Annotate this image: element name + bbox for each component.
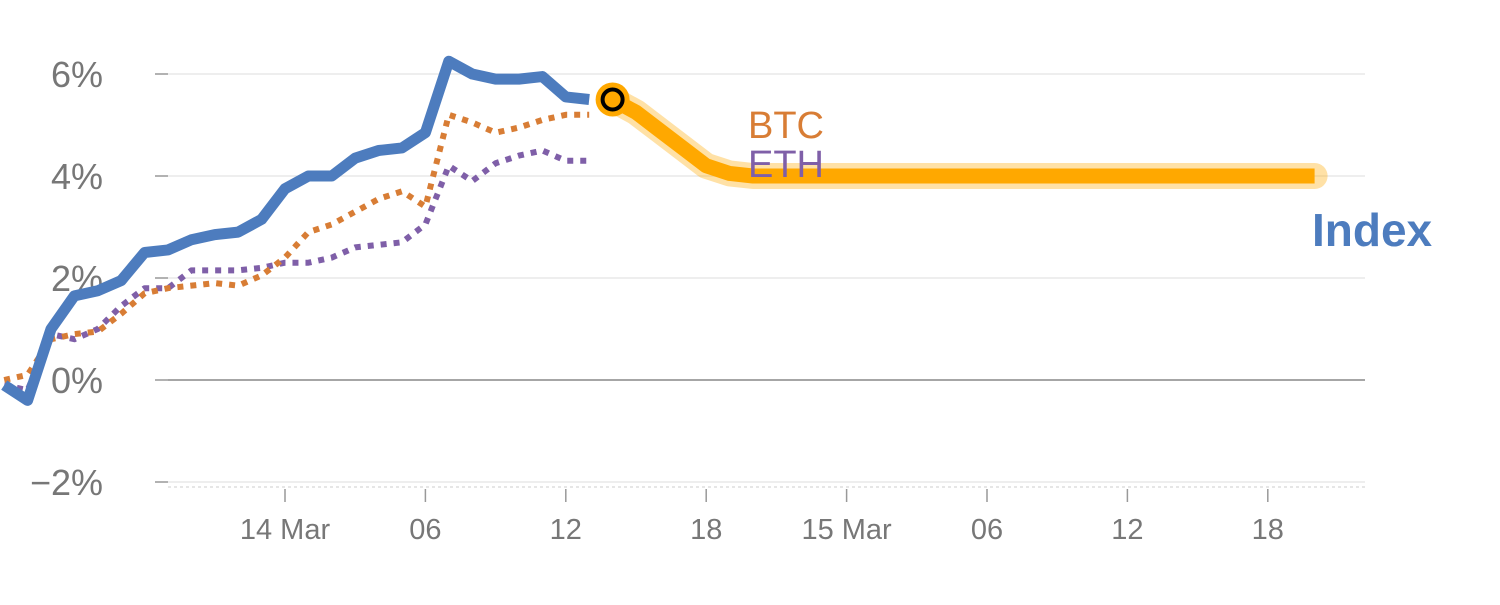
- forecast-line: [595, 82, 1328, 189]
- series-label-eth: ETH: [748, 144, 824, 186]
- x-tick-label: 18: [1252, 514, 1284, 546]
- y-axis-ticks: −2%0%2%4%6%: [30, 54, 103, 503]
- series-line-eth: [3, 147, 590, 394]
- forecast-line-core: [609, 92, 1315, 184]
- series-line-index: [1, 55, 590, 406]
- forecast-marker-halo: [595, 82, 630, 117]
- y-tick-label: 0%: [51, 360, 103, 401]
- forecast-marker: [600, 87, 625, 112]
- series-line-btc: [3, 111, 590, 383]
- x-tick-label: 12: [550, 514, 582, 546]
- series-lines: [1, 55, 590, 406]
- x-tick-label: 14 Mar: [240, 514, 331, 546]
- y-tick-label: 4%: [51, 156, 103, 197]
- x-tick-label: 06: [409, 514, 441, 546]
- series-labels: BTC ETH Index: [748, 105, 1433, 256]
- series-label-btc: BTC: [748, 105, 824, 147]
- x-tick-label: 12: [1111, 514, 1143, 546]
- y-tick-label: 6%: [51, 54, 103, 95]
- x-tick-label: 18: [690, 514, 722, 546]
- x-axis-ticks: 14 Mar 06 12 18 15 Mar 06 12 18: [240, 489, 1284, 546]
- series-label-index: Index: [1312, 204, 1433, 256]
- x-tick-label: 15 Mar: [801, 514, 892, 546]
- x-tick-label: 06: [971, 514, 1003, 546]
- y-tick-label: −2%: [30, 462, 103, 503]
